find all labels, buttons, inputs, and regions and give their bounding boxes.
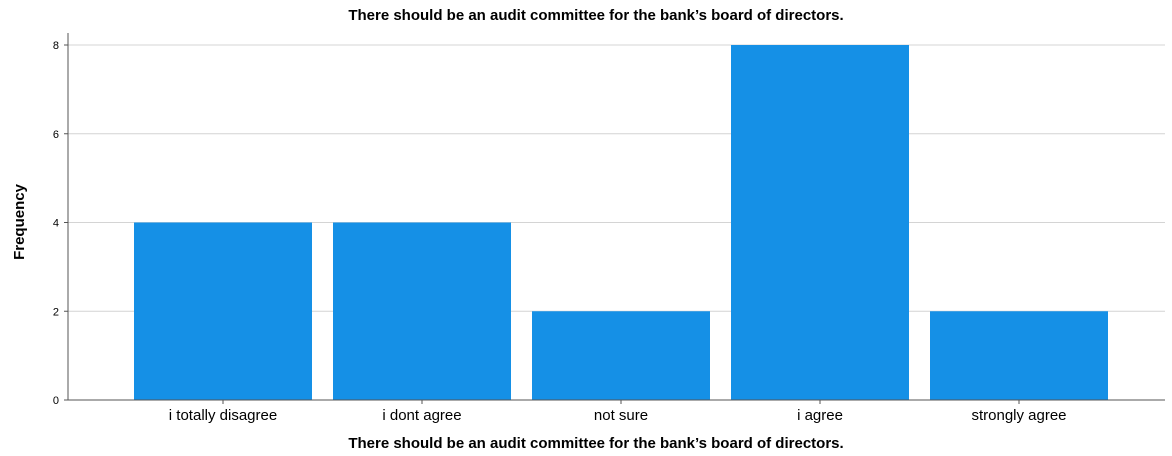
x-tick-label: i totally disagree <box>169 407 277 424</box>
x-tick-label: not sure <box>594 407 648 424</box>
x-axis-label: There should be an audit committee for t… <box>348 435 843 452</box>
chart-title: There should be an audit committee for t… <box>348 7 843 24</box>
y-tick-label: 0 <box>53 395 59 407</box>
y-tick-label: 6 <box>53 129 59 141</box>
x-tick-label: i dont agree <box>382 407 461 424</box>
y-tick-label: 8 <box>53 40 59 52</box>
bar-i-totally-disagree <box>134 222 312 400</box>
y-tick-label: 4 <box>53 218 59 230</box>
bar-i-agree <box>731 45 909 400</box>
y-axis-label: Frequency <box>11 183 28 260</box>
x-tick-label: strongly agree <box>971 407 1066 424</box>
bar-i-dont-agree <box>333 222 511 400</box>
bar-strongly-agree <box>930 311 1108 400</box>
bars <box>134 45 1108 400</box>
x-tick-label: i agree <box>797 407 843 424</box>
y-tick-label: 2 <box>53 306 59 318</box>
y-axis-ticks: 0 2 4 6 8 <box>53 40 68 407</box>
x-axis-ticks: i totally disagree i dont agree not sure i … <box>169 400 1067 424</box>
bar-not-sure <box>532 311 710 400</box>
